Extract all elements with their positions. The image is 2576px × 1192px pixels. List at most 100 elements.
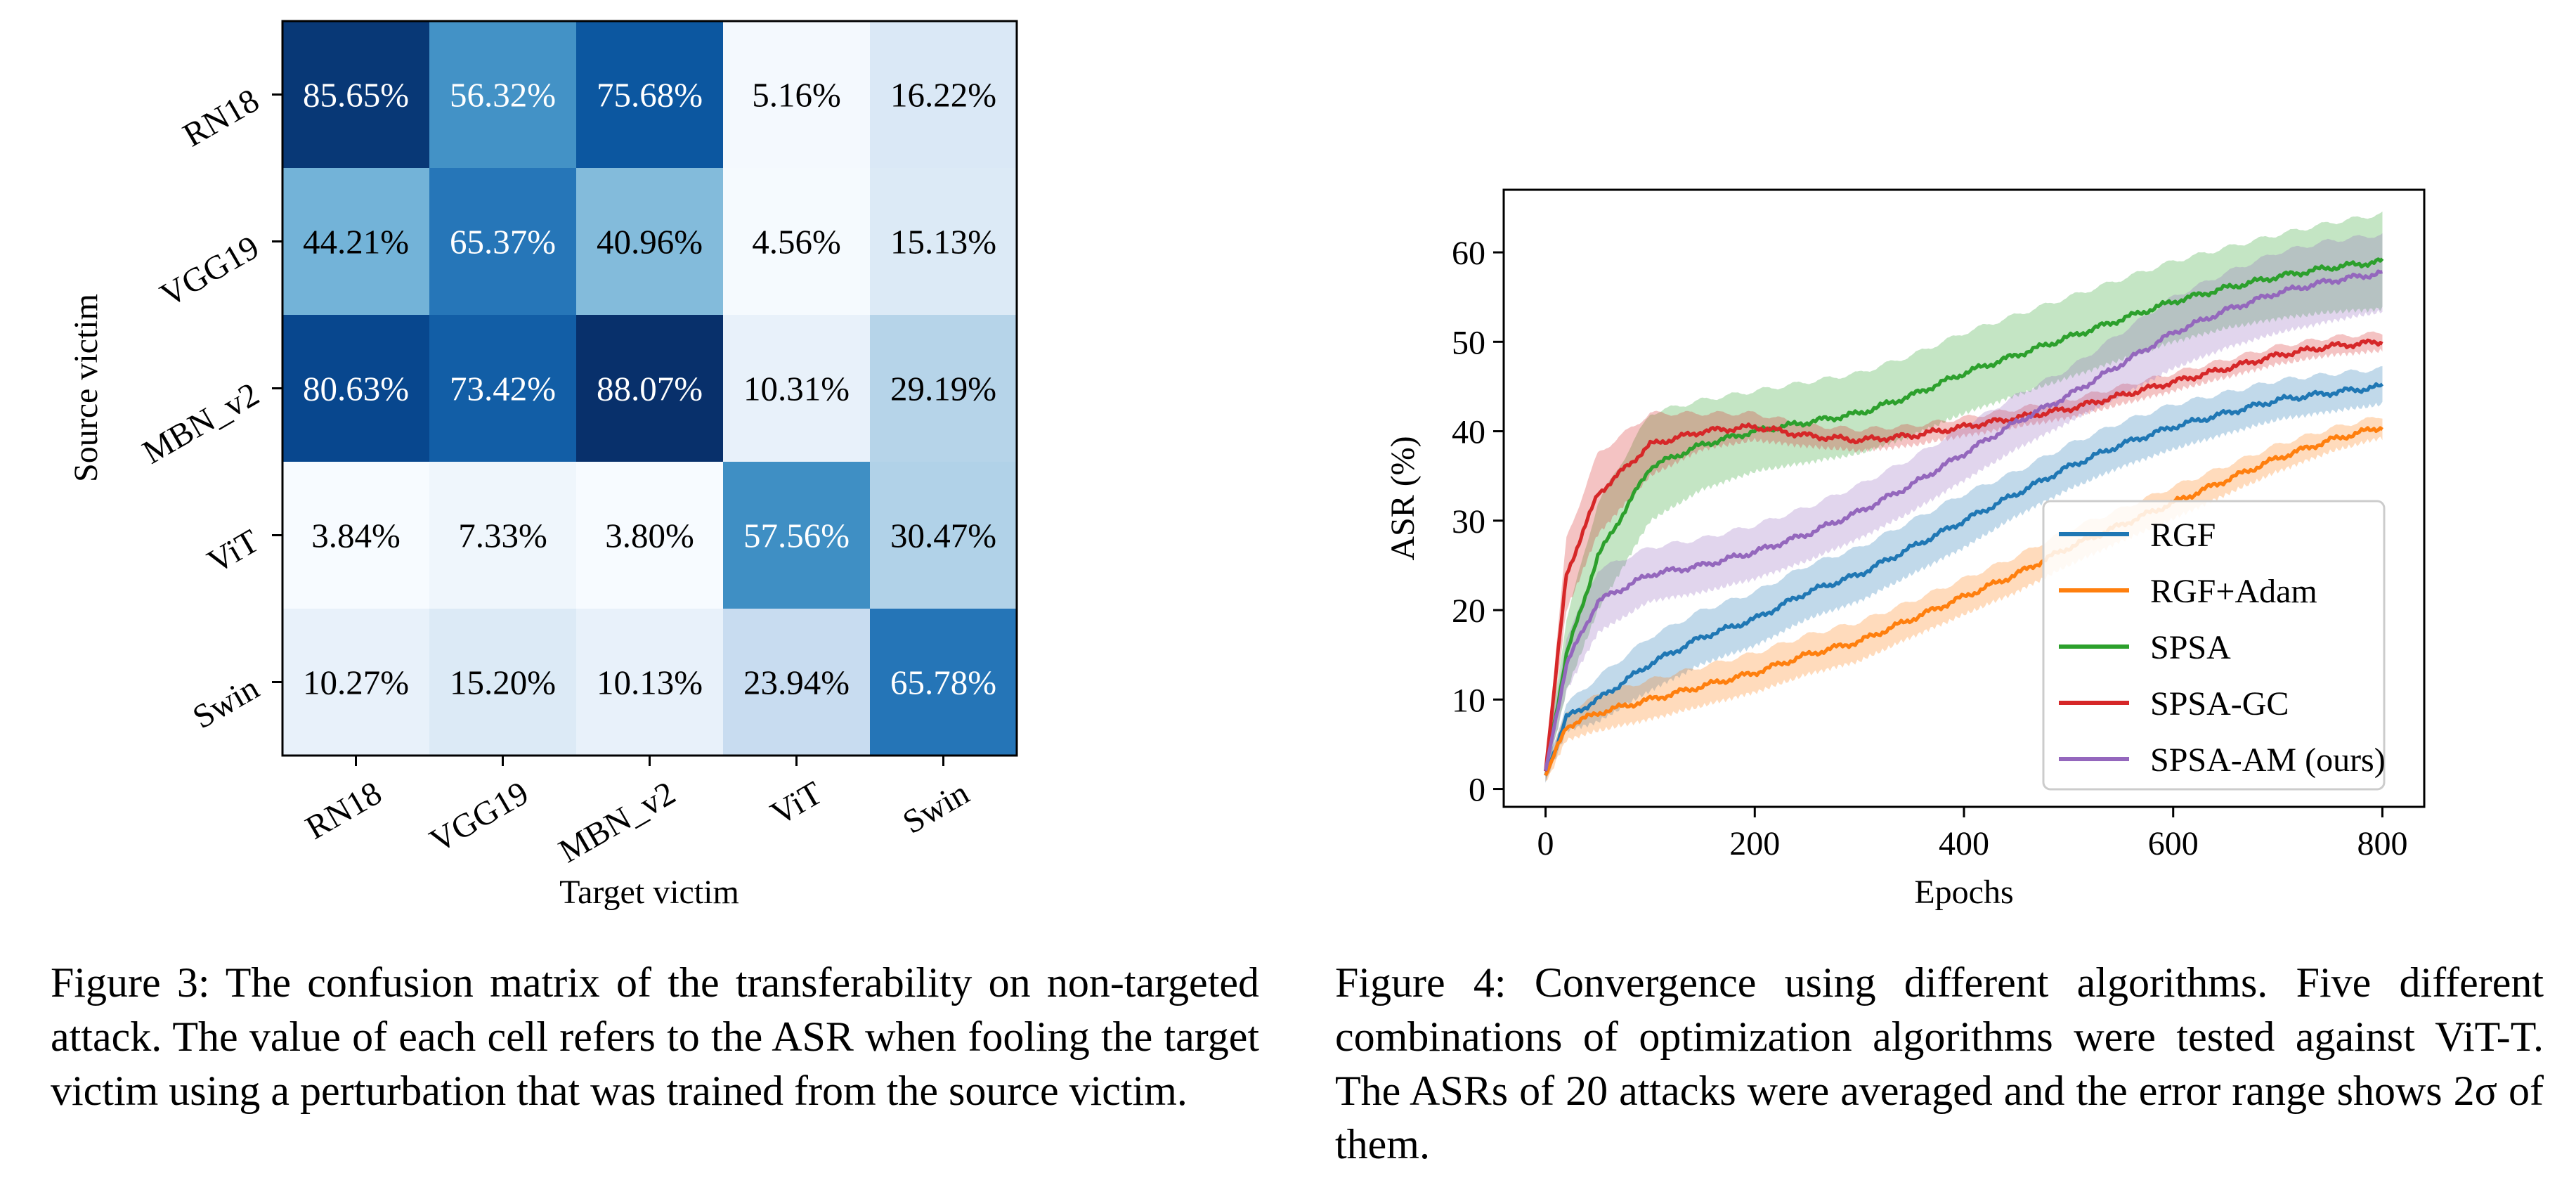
- heatmap-cell: [576, 462, 724, 609]
- heatmap-cell: [870, 315, 1017, 462]
- x-tick-label: VGG19: [424, 775, 535, 860]
- legend-label: SPSA-AM (ours): [2150, 741, 2386, 779]
- heatmap-cell-label: 40.96%: [597, 223, 703, 261]
- legend: RGF RGF+Adam SPSA SPSA-GC SPSA-AM (ours): [2042, 500, 2386, 791]
- figure-4-caption: Figure 4: Convergence using different al…: [1335, 959, 2544, 1168]
- heatmap-cell: [870, 168, 1017, 316]
- heatmap-cell-label: 75.68%: [597, 76, 703, 115]
- series-lines: [1544, 257, 2384, 777]
- error-band: [1545, 212, 2383, 783]
- heatmap-cell-label: 10.31%: [743, 370, 850, 408]
- heatmap-cell: [576, 609, 724, 756]
- heatmap-cell-label: 16.22%: [890, 76, 996, 115]
- heatmap-cell-label: 10.27%: [303, 663, 409, 702]
- heatmap-cell-label: 15.20%: [450, 663, 556, 702]
- heatmap-cell-label: 44.21%: [303, 223, 409, 261]
- heatmap-cell-label: 23.94%: [743, 663, 850, 702]
- heatmap-y-axis-label: Source victim: [67, 294, 105, 482]
- heatmap-cell: [282, 315, 430, 462]
- heatmap-cell-label: 10.13%: [597, 663, 703, 702]
- heatmap-x-ticks: RN18 VGG19 MBN_v2 ViT Swin: [299, 756, 975, 870]
- heatmap-cell-label: 30.47%: [890, 517, 996, 555]
- heatmap-cell-label: 73.42%: [450, 370, 556, 408]
- y-tick-label: 30: [1452, 503, 1485, 540]
- x-tick-label: 400: [1939, 825, 1989, 862]
- error-band: [1545, 331, 2383, 778]
- heatmap-cell: [870, 462, 1017, 609]
- x-tick-label: 800: [2357, 825, 2407, 862]
- heatmap-cell: [429, 462, 577, 609]
- heatmap-cell-label: 5.16%: [752, 76, 841, 115]
- heatmap-y-ticks: RN18 VGG19 MBN_v2 ViT Swin: [136, 82, 282, 736]
- y-axis-label: ASR (%): [1384, 436, 1422, 560]
- heatmap-cell: [282, 462, 430, 609]
- series-line: [1544, 257, 2384, 772]
- x-tick-label: MBN_v2: [552, 775, 682, 871]
- figure-3-caption: Figure 3: The confusion matrix of the tr…: [51, 959, 1259, 1114]
- heatmap-cells: [282, 21, 1017, 756]
- x-tick-label: 0: [1537, 825, 1554, 862]
- series-line: [1544, 426, 2383, 777]
- y-tick-label: MBN_v2: [136, 375, 266, 472]
- heatmap-cell-label: 29.19%: [890, 370, 996, 408]
- heatmap-cell: [723, 609, 871, 756]
- series-line: [1544, 338, 2383, 772]
- series-line: [1544, 269, 2383, 772]
- heatmap-cell: [282, 21, 430, 169]
- y-tick-label: 50: [1452, 324, 1485, 361]
- y-tick-label: ViT: [202, 522, 266, 581]
- y-tick-label: RN18: [177, 82, 266, 154]
- legend-label: RGF: [2150, 517, 2216, 554]
- legend-label: SPSA-GC: [2150, 685, 2289, 723]
- heatmap-cell-label: 7.33%: [458, 517, 547, 555]
- x-tick-label: 600: [2148, 825, 2199, 862]
- confusion-matrix-figure: 85.65% 56.32% 75.68% 5.16% 16.22% 44.21% 65.37…: [67, 20, 1018, 911]
- heatmap-cell: [723, 462, 871, 609]
- y-ticks: 0 10 20 30 40 50 60: [1452, 235, 1504, 809]
- x-axis-label: Epochs: [1914, 874, 2013, 911]
- heatmap-cell-label: 3.80%: [605, 517, 694, 555]
- heatmap-cell-label: 85.65%: [303, 76, 409, 115]
- x-tick-label: 200: [1729, 825, 1780, 862]
- heatmap-cell: [576, 168, 724, 316]
- x-ticks: 0 200 400 600 800: [1537, 807, 2407, 862]
- y-tick-label: VGG19: [154, 228, 265, 314]
- heatmap-cell: [576, 21, 724, 169]
- heatmap-cell-label: 88.07%: [597, 370, 703, 408]
- heatmap-cell-label: 57.56%: [743, 517, 850, 555]
- x-tick-label: RN18: [299, 775, 388, 847]
- heatmap-cell: [429, 315, 577, 462]
- heatmap-cell: [723, 168, 871, 316]
- heatmap-cell: [282, 609, 430, 756]
- heatmap-cell: [429, 168, 577, 316]
- y-tick-label: 10: [1452, 682, 1485, 719]
- heatmap-cell-label: 80.63%: [303, 370, 409, 408]
- heatmap-cell: [723, 315, 871, 462]
- convergence-line-chart: 0 200 400 600 800 0 10 20 30 40 50 60 Epochs ASR (…: [1384, 188, 2426, 911]
- heatmap-cell: [576, 315, 724, 462]
- legend-box: [2042, 500, 2386, 791]
- heatmap-cell-label: 56.32%: [450, 76, 556, 115]
- heatmap-cell: [282, 168, 430, 316]
- y-tick-label: 40: [1452, 414, 1485, 451]
- y-tick-label: Swin: [187, 669, 266, 736]
- legend-label: SPSA: [2150, 629, 2231, 666]
- y-tick-label: 0: [1469, 772, 1485, 809]
- heatmap-cell-labels: 85.65% 56.32% 75.68% 5.16% 16.22% 44.21% 65.37…: [303, 76, 996, 702]
- heatmap-cell: [870, 21, 1017, 169]
- heatmap-cell-label: 4.56%: [752, 223, 841, 261]
- x-tick-label: Swin: [897, 775, 975, 841]
- y-tick-label: 20: [1452, 592, 1485, 630]
- heatmap-cell: [429, 609, 577, 756]
- heatmap-cell: [870, 609, 1017, 756]
- legend-label: RGF+Adam: [2150, 573, 2317, 610]
- heatmap-cell-label: 65.37%: [450, 223, 556, 261]
- heatmap-x-axis-label: Target victim: [559, 874, 739, 911]
- error-band: [1545, 366, 2383, 783]
- heatmap-cell-label: 65.78%: [890, 663, 996, 702]
- heatmap-cell: [429, 21, 577, 169]
- heatmap-cell: [723, 21, 871, 169]
- series-line: [1544, 382, 2384, 777]
- y-tick-label: 60: [1452, 235, 1485, 272]
- heatmap-cell-label: 15.13%: [890, 223, 996, 261]
